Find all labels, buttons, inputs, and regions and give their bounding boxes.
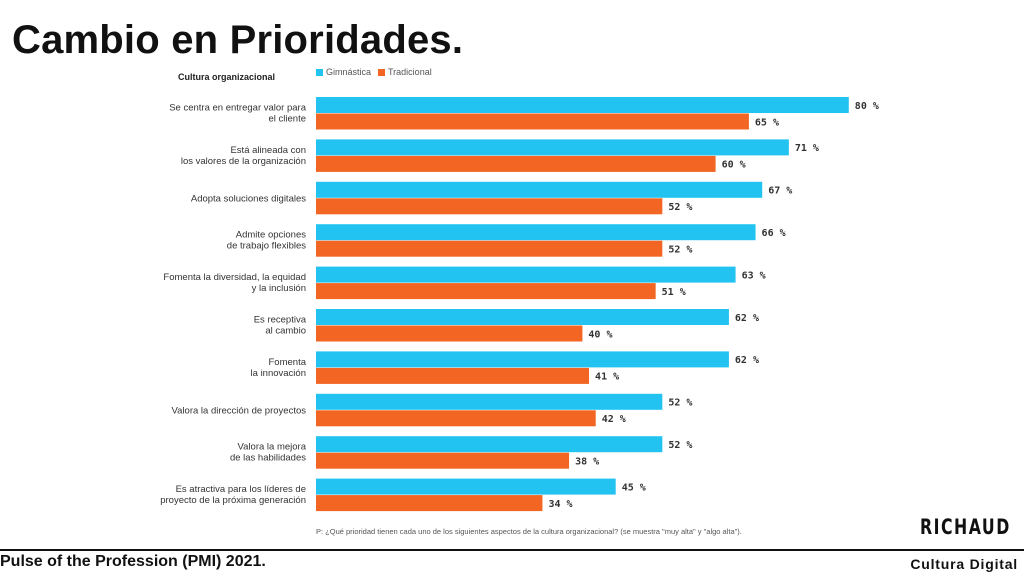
category-label: Se centra en entregar valor para el clien…	[169, 103, 306, 125]
bar-gimnastica	[316, 351, 729, 368]
bar-tradicional	[316, 452, 570, 469]
bar-tradicional	[316, 198, 663, 215]
legend-swatch-tradicional	[378, 68, 386, 76]
data-label: 41 %	[595, 372, 619, 383]
data-label: 52 %	[668, 440, 692, 451]
bar-gimnastica	[316, 266, 736, 283]
data-label: 67 %	[768, 186, 792, 197]
data-label: 45 %	[622, 482, 646, 493]
data-label: 52 %	[668, 202, 692, 213]
data-label: 40 %	[588, 329, 612, 340]
bar-tradicional	[316, 495, 543, 512]
legend-label-gimnastica: Gimnástica	[326, 67, 372, 77]
data-label: 38 %	[575, 456, 599, 467]
data-label: 65 %	[755, 117, 779, 128]
bar-gimnastica	[316, 393, 663, 410]
legend-label-tradicional: Tradicional	[388, 67, 432, 77]
category-label: Admite opciones de trabajo flexibles	[227, 230, 306, 252]
bar-gimnastica	[316, 309, 729, 325]
category-label: Es atractiva para los líderes de proyecto…	[160, 484, 306, 506]
bar-gimnastica	[316, 436, 663, 453]
data-label: 34 %	[548, 499, 572, 510]
data-label: 62 %	[735, 313, 759, 324]
bar-tradicional	[316, 155, 716, 172]
category-label: Fomenta la diversidad, la equidad y la in…	[163, 272, 306, 294]
data-label: 42 %	[602, 414, 626, 425]
bar-tradicional	[316, 410, 596, 427]
bar-gimnastica	[316, 139, 789, 156]
category-label: Adopta soluciones digitales	[191, 193, 306, 204]
slide-title: Cambio en Prioridades.	[12, 18, 464, 62]
category-label: Es receptiva al cambio	[254, 315, 307, 337]
data-label: 80 %	[855, 101, 879, 112]
bar-tradicional	[316, 367, 590, 384]
data-label: 71 %	[795, 143, 819, 154]
bar-gimnastica	[316, 478, 616, 495]
bar-tradicional	[316, 240, 663, 257]
chart-title: Cultura organizacional	[178, 72, 276, 82]
survey-question-note: P: ¿Qué prioridad tienen cada uno de los…	[316, 527, 742, 536]
bar-tradicional	[316, 283, 656, 300]
bar-tradicional	[316, 325, 583, 342]
brand-label: Cultura Digital	[910, 556, 1018, 572]
legend-item-tradicional: Tradicional	[378, 67, 432, 77]
richaud-logo: RICHAUD	[920, 515, 1011, 539]
category-label: Valora la mejora de las habilidades	[230, 442, 307, 464]
data-label: 52 %	[668, 398, 692, 409]
chart-legend: Gimnástica Tradicional	[316, 67, 435, 77]
legend-swatch-gimnastica	[316, 68, 323, 76]
data-label: 62 %	[735, 355, 759, 366]
category-label: Valora la dirección de proyectos	[172, 405, 307, 416]
category-label: Está alineada con los valores de la organ…	[181, 145, 306, 167]
bar-gimnastica	[316, 181, 763, 198]
data-label: 66 %	[762, 228, 786, 239]
footer-divider	[0, 549, 1024, 551]
source-citation: Pulse of the Profession (PMI) 2021.	[0, 553, 266, 570]
bar-gimnastica	[316, 97, 849, 113]
data-label: 52 %	[668, 244, 692, 255]
bar-gimnastica	[316, 224, 756, 241]
bar-tradicional	[316, 113, 749, 130]
data-label: 51 %	[662, 287, 686, 298]
legend-item-gimnastica: Gimnástica	[316, 67, 371, 77]
category-label: Fomenta la innovación	[251, 357, 307, 379]
data-label: 63 %	[742, 270, 766, 281]
data-label: 60 %	[722, 160, 746, 171]
